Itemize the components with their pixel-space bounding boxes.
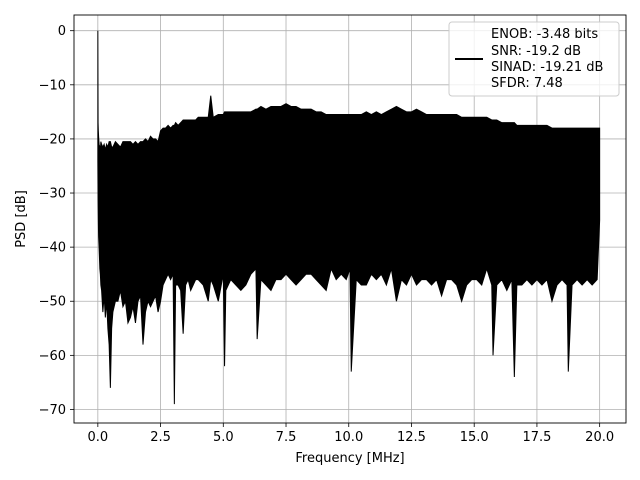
y-tick-label: −70 <box>39 403 66 418</box>
y-tick-label: −20 <box>39 132 66 147</box>
psd-trace <box>97 30 601 405</box>
legend-entry-sinad: SINAD: -19.21 dB <box>491 60 603 75</box>
x-axis-ticks: 0.0 2.5 5.0 7.5 10.0 12.5 15.0 17.5 20.0 <box>87 423 614 445</box>
legend-box <box>448 21 620 97</box>
x-tick-label: 7.5 <box>276 430 297 445</box>
plot-frame <box>73 14 627 424</box>
x-tick-label: 15.0 <box>460 430 489 445</box>
legend-entry-sfdr: SFDR: 7.48 <box>491 76 563 91</box>
x-tick-label: 12.5 <box>397 430 426 445</box>
y-tick-label: −50 <box>39 295 66 310</box>
x-tick-label: 10.0 <box>334 430 363 445</box>
x-tick-label: 5.0 <box>213 430 234 445</box>
y-tick-label: −30 <box>39 187 66 202</box>
legend: ENOB: -3.48 bits SNR: -19.2 dB SINAD: -1… <box>448 21 620 97</box>
x-axis-label: Frequency [MHz] <box>295 451 404 466</box>
y-tick-label: −60 <box>39 349 66 364</box>
legend-entry-enob: ENOB: -3.48 bits <box>491 27 598 42</box>
legend-entry-snr: SNR: -19.2 dB <box>491 44 581 59</box>
x-tick-label: 2.5 <box>150 430 171 445</box>
y-tick-label: 0 <box>58 24 66 39</box>
x-tick-label: 20.0 <box>585 430 614 445</box>
x-tick-label: 17.5 <box>522 430 551 445</box>
y-axis-label: PSD [dB] <box>14 190 29 248</box>
y-tick-label: −40 <box>39 241 66 256</box>
y-tick-label: −10 <box>39 78 66 93</box>
x-tick-label: 0.0 <box>87 430 108 445</box>
y-axis-ticks: 0 −10 −20 −30 −40 −50 −60 −70 <box>39 24 74 418</box>
